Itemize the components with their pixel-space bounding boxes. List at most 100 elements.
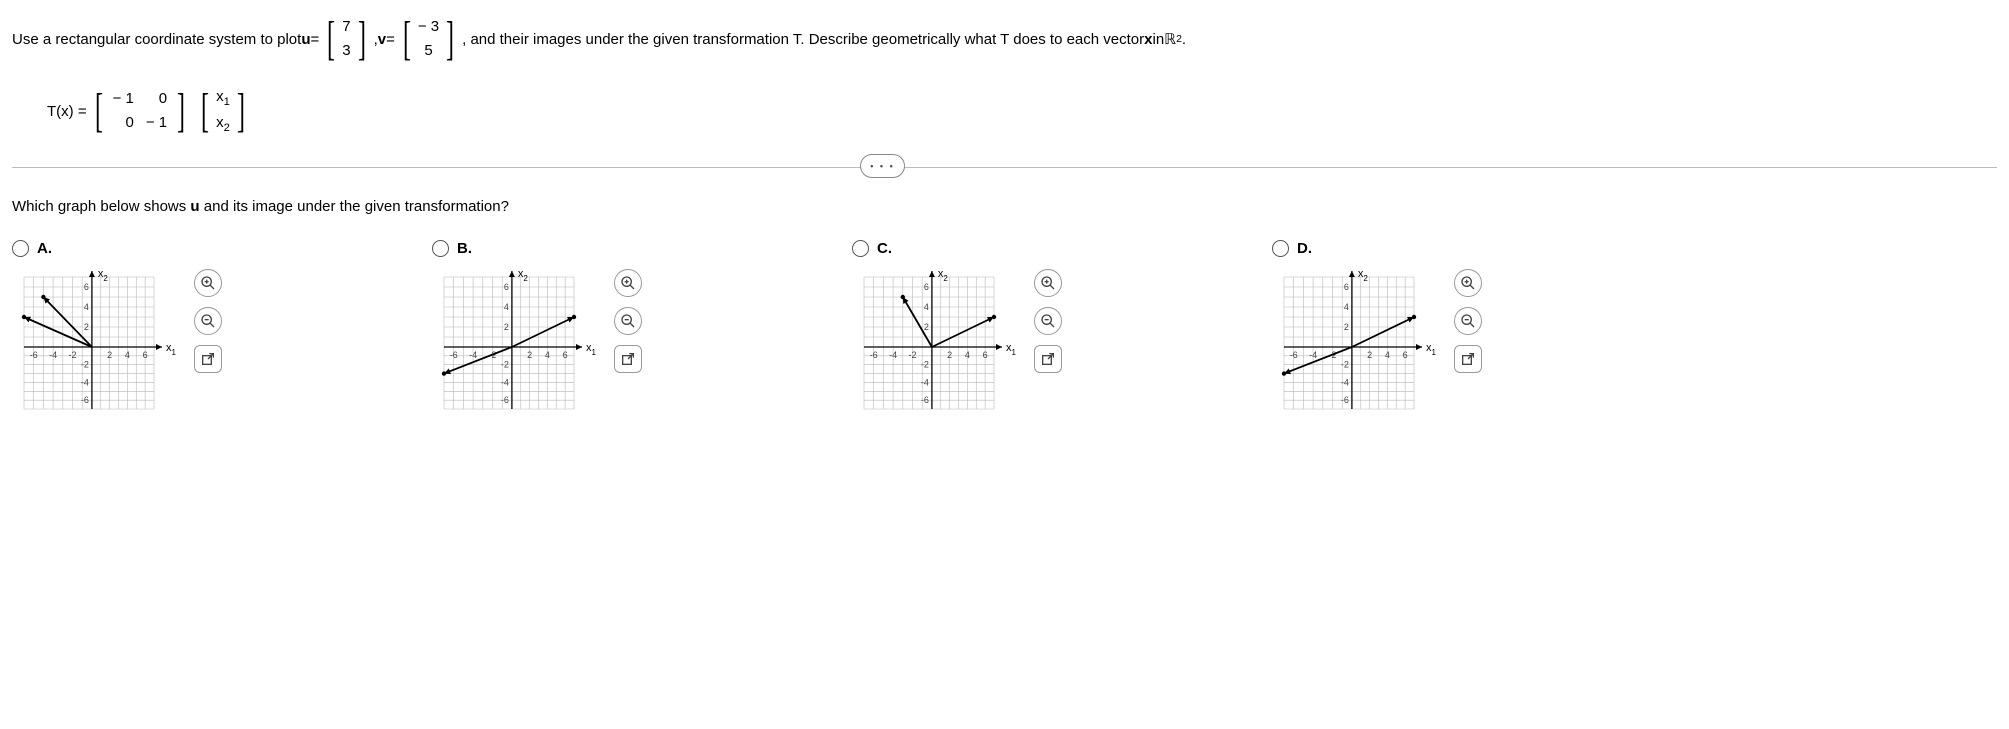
svg-text:-6: -6 — [81, 395, 89, 405]
svg-text:2: 2 — [947, 350, 952, 360]
svg-text:x1: x1 — [1006, 342, 1017, 357]
svg-text:4: 4 — [504, 302, 509, 312]
zoom-in-icon[interactable] — [614, 269, 642, 297]
svg-text:-2: -2 — [1341, 360, 1349, 370]
problem-statement: Use a rectangular coordinate system to p… — [12, 15, 1997, 63]
svg-text:-2: -2 — [68, 350, 76, 360]
graph-d: 224466-2-2-4-4-6-6x1x2 — [1272, 267, 1442, 427]
svg-text:2: 2 — [1367, 350, 1372, 360]
text: in — [1152, 31, 1164, 48]
zoom-out-icon[interactable] — [1454, 307, 1482, 335]
zoom-out-icon[interactable] — [194, 307, 222, 335]
svg-text:4: 4 — [84, 302, 89, 312]
u-vector: [ 7 3 ] — [323, 15, 369, 63]
svg-text:2: 2 — [924, 322, 929, 332]
graph-a: 2 2 4 4 6 6 -2 -2 -4 -4 -6 -6 x1 x2 — [12, 267, 182, 427]
equals: = — [386, 31, 395, 48]
svg-text:2: 2 — [1344, 322, 1349, 332]
svg-text:-6: -6 — [30, 350, 38, 360]
option-d[interactable]: D. 224466-2-2-4-4-6-6x1x2 — [1272, 240, 1692, 427]
svg-text:x2: x2 — [938, 268, 949, 283]
svg-text:-2: -2 — [921, 360, 929, 370]
svg-text:6: 6 — [143, 350, 148, 360]
svg-text:6: 6 — [983, 350, 988, 360]
svg-text:-6: -6 — [870, 350, 878, 360]
svg-text:-4: -4 — [501, 377, 509, 387]
svg-text:2: 2 — [107, 350, 112, 360]
open-new-icon[interactable] — [194, 345, 222, 373]
svg-text:x1: x1 — [586, 342, 597, 357]
svg-text:6: 6 — [1344, 282, 1349, 292]
svg-text:-6: -6 — [1290, 350, 1298, 360]
radio-b[interactable] — [432, 240, 449, 257]
transformation-definition: T(x) = [ − 1 0 0 − 1 ] [ x1 x2 ] — [12, 85, 1997, 137]
option-b[interactable]: B. 224466-2-2-4-4-6-6x1x2 — [432, 240, 852, 427]
equals: = — [311, 31, 320, 48]
svg-text:4: 4 — [965, 350, 970, 360]
radio-a[interactable] — [12, 240, 29, 257]
x-label: x — [1144, 31, 1152, 48]
label: B. — [457, 240, 472, 257]
matrix-A: [ − 1 0 0 − 1 ] — [91, 87, 190, 135]
svg-text:6: 6 — [563, 350, 568, 360]
svg-text:-4: -4 — [889, 350, 897, 360]
svg-text:-2: -2 — [501, 360, 509, 370]
answer-options: A. 224466-2-2-4-4-6-6x1x2 B. 224466-2-2-… — [12, 240, 1997, 427]
open-new-icon[interactable] — [1454, 345, 1482, 373]
u-label: u — [301, 31, 310, 48]
svg-text:x2: x2 — [518, 268, 529, 283]
svg-text:2: 2 — [527, 350, 532, 360]
svg-text:2: 2 — [84, 322, 89, 332]
question-text: Which graph below shows u and its image … — [12, 198, 1997, 215]
option-c[interactable]: C. 2 2 4 4 6 6 -2 -2 -4 -4 -6 -6 x1 x2 — [852, 240, 1272, 427]
svg-text:4: 4 — [924, 302, 929, 312]
label: C. — [877, 240, 892, 257]
separator: • • • — [12, 167, 1997, 168]
svg-text:-6: -6 — [1341, 395, 1349, 405]
svg-text:-4: -4 — [921, 377, 929, 387]
open-new-icon[interactable] — [614, 345, 642, 373]
zoom-in-icon[interactable] — [1034, 269, 1062, 297]
svg-text:-4: -4 — [1309, 350, 1317, 360]
vector-x: [ x1 x2 ] — [197, 85, 249, 137]
text: , and their images under the given trans… — [462, 31, 1144, 48]
svg-text:x1: x1 — [166, 342, 177, 357]
zoom-out-icon[interactable] — [614, 307, 642, 335]
svg-text:-2: -2 — [908, 350, 916, 360]
label: D. — [1297, 240, 1312, 257]
label: A. — [37, 240, 52, 257]
radio-d[interactable] — [1272, 240, 1289, 257]
svg-text:6: 6 — [924, 282, 929, 292]
text: Use a rectangular coordinate system to p… — [12, 31, 301, 48]
zoom-out-icon[interactable] — [1034, 307, 1062, 335]
expand-button[interactable]: • • • — [860, 154, 905, 178]
v-label: v — [378, 31, 386, 48]
graph-c: 2 2 4 4 6 6 -2 -2 -4 -4 -6 -6 x1 x2 — [852, 267, 1022, 427]
lhs: T(x) = — [47, 103, 87, 120]
option-a[interactable]: A. 2 2 4 4 6 6 -2 -2 -4 -4 -6 -6 x1 x2 — [12, 240, 432, 427]
svg-text:-6: -6 — [501, 395, 509, 405]
svg-text:-4: -4 — [49, 350, 57, 360]
open-new-icon[interactable] — [1034, 345, 1062, 373]
graph-b: 224466-2-2-4-4-6-6x1x2 — [432, 267, 602, 427]
svg-text:-4: -4 — [469, 350, 477, 360]
svg-text:6: 6 — [504, 282, 509, 292]
svg-text:-2: -2 — [81, 360, 89, 370]
svg-text:x2: x2 — [1358, 268, 1369, 283]
svg-text:4: 4 — [1385, 350, 1390, 360]
v-vector: [ − 3 5 ] — [399, 15, 458, 63]
zoom-in-icon[interactable] — [194, 269, 222, 297]
svg-text:4: 4 — [125, 350, 130, 360]
svg-text:2: 2 — [504, 322, 509, 332]
svg-text:x1: x1 — [1426, 342, 1437, 357]
svg-text:-4: -4 — [1341, 377, 1349, 387]
svg-text:x2: x2 — [98, 268, 109, 283]
svg-text:6: 6 — [84, 282, 89, 292]
svg-text:4: 4 — [1344, 302, 1349, 312]
svg-text:6: 6 — [1403, 350, 1408, 360]
radio-c[interactable] — [852, 240, 869, 257]
svg-text:-6: -6 — [450, 350, 458, 360]
svg-text:-4: -4 — [81, 377, 89, 387]
zoom-in-icon[interactable] — [1454, 269, 1482, 297]
svg-text:-6: -6 — [921, 395, 929, 405]
